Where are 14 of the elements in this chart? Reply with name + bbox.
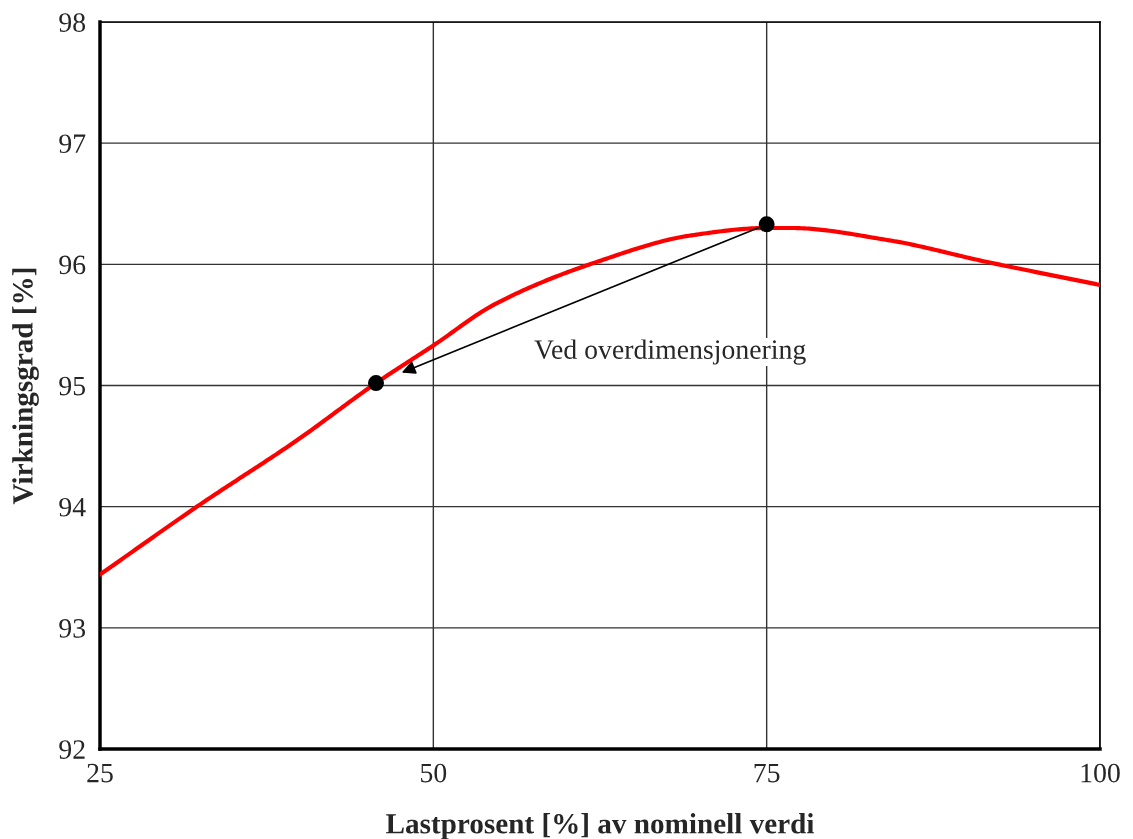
x-tick-label: 75	[754, 763, 780, 783]
y-tick-label: 95	[59, 376, 86, 396]
y-tick-label: 98	[59, 13, 86, 32]
y-tick-label: 96	[59, 255, 86, 275]
y-tick-label: 94	[59, 497, 86, 517]
x-tick-label: 25	[87, 763, 113, 783]
y-axis-title: Virkningsgrad [%]	[12, 268, 39, 505]
x-tick-label: 50	[421, 763, 447, 783]
y-tick-label: 97	[59, 134, 86, 154]
y-tick-label: 92	[59, 740, 85, 759]
x-axis-title: Lastprosent [%] av nominell verdi	[386, 813, 815, 839]
y-tick-label: 93	[59, 619, 86, 638]
x-tick-label: 100	[1081, 763, 1120, 783]
annotation: Ved overdimensjonering	[534, 339, 806, 365]
